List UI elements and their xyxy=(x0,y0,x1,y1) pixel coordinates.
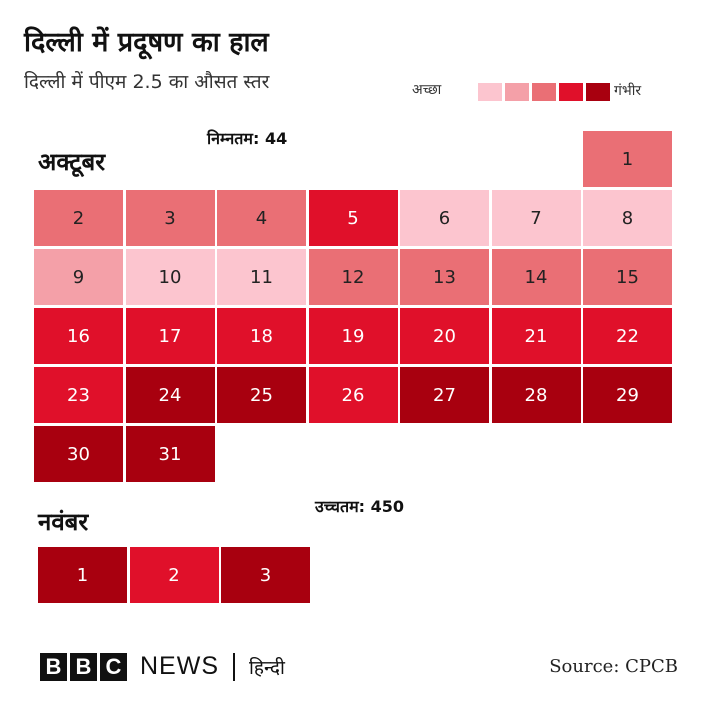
calendar-day-cell: 6 xyxy=(400,190,489,246)
calendar-day-cell: 31 xyxy=(125,426,215,482)
calendar-day-cell: 3 xyxy=(125,190,215,246)
source-credit: Source: CPCB xyxy=(549,656,678,677)
legend-swatch-1 xyxy=(478,83,502,101)
calendar-day-cell: 13 xyxy=(400,249,489,305)
calendar-day-cell: 19 xyxy=(308,308,398,364)
bbc-logo-letter: B xyxy=(70,652,97,681)
calendar-day-cell: 22 xyxy=(583,308,672,364)
legend-high-label: गंभीर xyxy=(614,83,642,99)
chart-title: दिल्ली में प्रदूषण का हाल xyxy=(24,27,269,58)
bbc-logo-letter: C xyxy=(100,652,127,681)
calendar-day-cell: 14 xyxy=(491,249,581,305)
calendar-day-cell: 29 xyxy=(583,367,672,423)
calendar-day-cell: 10 xyxy=(125,249,215,305)
calendar-day-cell: 20 xyxy=(400,308,489,364)
chart-subtitle: दिल्ली में पीएम 2.5 का औसत स्तर xyxy=(24,71,270,93)
calendar-day-cell: 12 xyxy=(308,249,398,305)
min-annotation: निम्नतम: 44 xyxy=(207,129,288,148)
calendar-day-cell: 24 xyxy=(125,367,215,423)
calendar-day-cell: 18 xyxy=(217,308,306,364)
calendar-day-cell: 7 xyxy=(491,190,581,246)
calendar-day-cell: 30 xyxy=(34,426,123,482)
calendar-day-cell: 15 xyxy=(583,249,672,305)
calendar-day-cell: 2 xyxy=(129,547,219,603)
legend-low-label: अच्छा xyxy=(412,82,442,98)
calendar-day-cell: 3 xyxy=(221,547,310,603)
calendar-day-cell: 5 xyxy=(308,190,398,246)
max-annotation: उच्चतम: 450 xyxy=(315,497,405,516)
calendar-day-cell: 1 xyxy=(38,547,127,603)
bbc-news-hindi-logo: B B C NEWS हिन्दी xyxy=(40,652,285,681)
legend-swatch-3 xyxy=(532,83,556,101)
calendar-day-cell: 28 xyxy=(491,367,581,423)
bbc-logo-letter: B xyxy=(40,652,67,681)
calendar-day-cell: 27 xyxy=(400,367,489,423)
calendar-day-cell: 9 xyxy=(34,249,123,305)
news-wordmark: NEWS xyxy=(140,652,219,680)
calendar-day-cell: 4 xyxy=(217,190,306,246)
calendar-day-cell: 23 xyxy=(34,367,123,423)
logo-separator xyxy=(233,652,235,681)
legend-swatch-4 xyxy=(559,83,583,101)
calendar-day-cell: 2 xyxy=(34,190,123,246)
calendar-day-cell: 1 xyxy=(583,131,672,187)
calendar-day-cell: 26 xyxy=(308,367,398,423)
calendar-day-cell: 8 xyxy=(583,190,672,246)
calendar-day-cell: 11 xyxy=(217,249,306,305)
month-label-november: नवंबर xyxy=(38,508,89,536)
legend-swatch-2 xyxy=(505,83,529,101)
legend-swatch-5 xyxy=(586,83,610,101)
calendar-day-cell: 21 xyxy=(491,308,581,364)
calendar-day-cell: 25 xyxy=(217,367,306,423)
language-label: हिन्दी xyxy=(249,656,285,679)
month-label-october: अक्टूबर xyxy=(38,148,106,176)
calendar-day-cell: 17 xyxy=(125,308,215,364)
calendar-day-cell: 16 xyxy=(34,308,123,364)
